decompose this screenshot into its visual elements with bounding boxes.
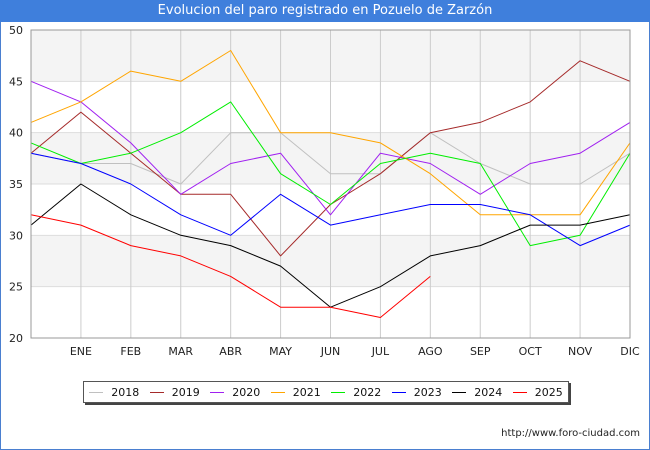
x-tick-label: DIC (620, 345, 640, 358)
chart-title: Evolucion del paro registrado en Pozuelo… (0, 0, 650, 22)
x-tick-label: NOV (568, 345, 593, 358)
legend-label: 2025 (534, 385, 563, 399)
legend-swatch (512, 391, 527, 393)
series-line-2022 (30, 101, 631, 247)
legend-label: 2023 (413, 385, 442, 399)
x-tick-label: MAR (168, 345, 193, 358)
legend-item-2023: 2023 (391, 385, 442, 399)
series-line-2023 (30, 152, 631, 247)
y-axis-ticks: 20 25 30 35 40 45 50 (9, 24, 23, 345)
legend-item-2019: 2019 (149, 385, 200, 399)
x-axis-ticks: ENE FEB MAR ABR MAY JUN JUL AGO SEP OCT NOV DIC (70, 345, 640, 358)
x-tick-label: SEP (470, 345, 491, 358)
legend-label: 2021 (292, 385, 321, 399)
legend-swatch (89, 391, 104, 393)
legend-label: 2024 (474, 385, 503, 399)
y-tick-label: 30 (9, 229, 23, 242)
x-tick-label: OCT (519, 345, 542, 358)
y-tick-label: 45 (9, 75, 23, 88)
legend-label: 2022 (353, 385, 382, 399)
x-tick-label: JUL (371, 345, 390, 358)
x-tick-label: ENE (70, 345, 92, 358)
legend-item-2020: 2020 (210, 386, 260, 399)
legend-item-2018: 2018 (89, 386, 139, 399)
legend: 2018 2019 2020 2021 2022 2023 2024 2025 (83, 381, 569, 403)
legend-item-2024: 2024 (452, 386, 502, 399)
legend-label: 2018 (111, 385, 140, 399)
legend-swatch (452, 391, 467, 393)
series-lines (30, 50, 631, 318)
y-tick-label: 25 (9, 281, 23, 294)
series-line-2018 (30, 132, 631, 185)
y-tick-label: 20 (9, 332, 23, 345)
x-tick-label: MAY (269, 345, 292, 358)
legend-swatch (391, 391, 406, 393)
x-tick-label: FEB (120, 345, 141, 358)
x-tick-label: ABR (219, 345, 242, 358)
legend-item-2021: 2021 (270, 385, 321, 399)
x-tick-label: AGO (418, 345, 443, 358)
series-line-2020 (30, 80, 631, 216)
legend-item-2022: 2022 (331, 386, 381, 399)
legend-swatch (149, 391, 164, 393)
legend-item-2025: 2025 (512, 385, 563, 399)
legend-label: 2020 (232, 385, 261, 399)
legend-label: 2019 (171, 385, 200, 399)
series-line-2025 (30, 214, 431, 318)
legend-swatch (210, 391, 225, 393)
y-tick-label: 35 (9, 178, 23, 191)
legend-swatch (331, 391, 346, 393)
y-tick-label: 50 (9, 24, 23, 37)
plot-border (30, 29, 631, 339)
legend-swatch (270, 391, 285, 393)
y-tick-label: 40 (9, 127, 23, 140)
x-tick-label: JUN (320, 345, 341, 358)
source-url: http://www.foro-ciudad.com (501, 428, 640, 439)
